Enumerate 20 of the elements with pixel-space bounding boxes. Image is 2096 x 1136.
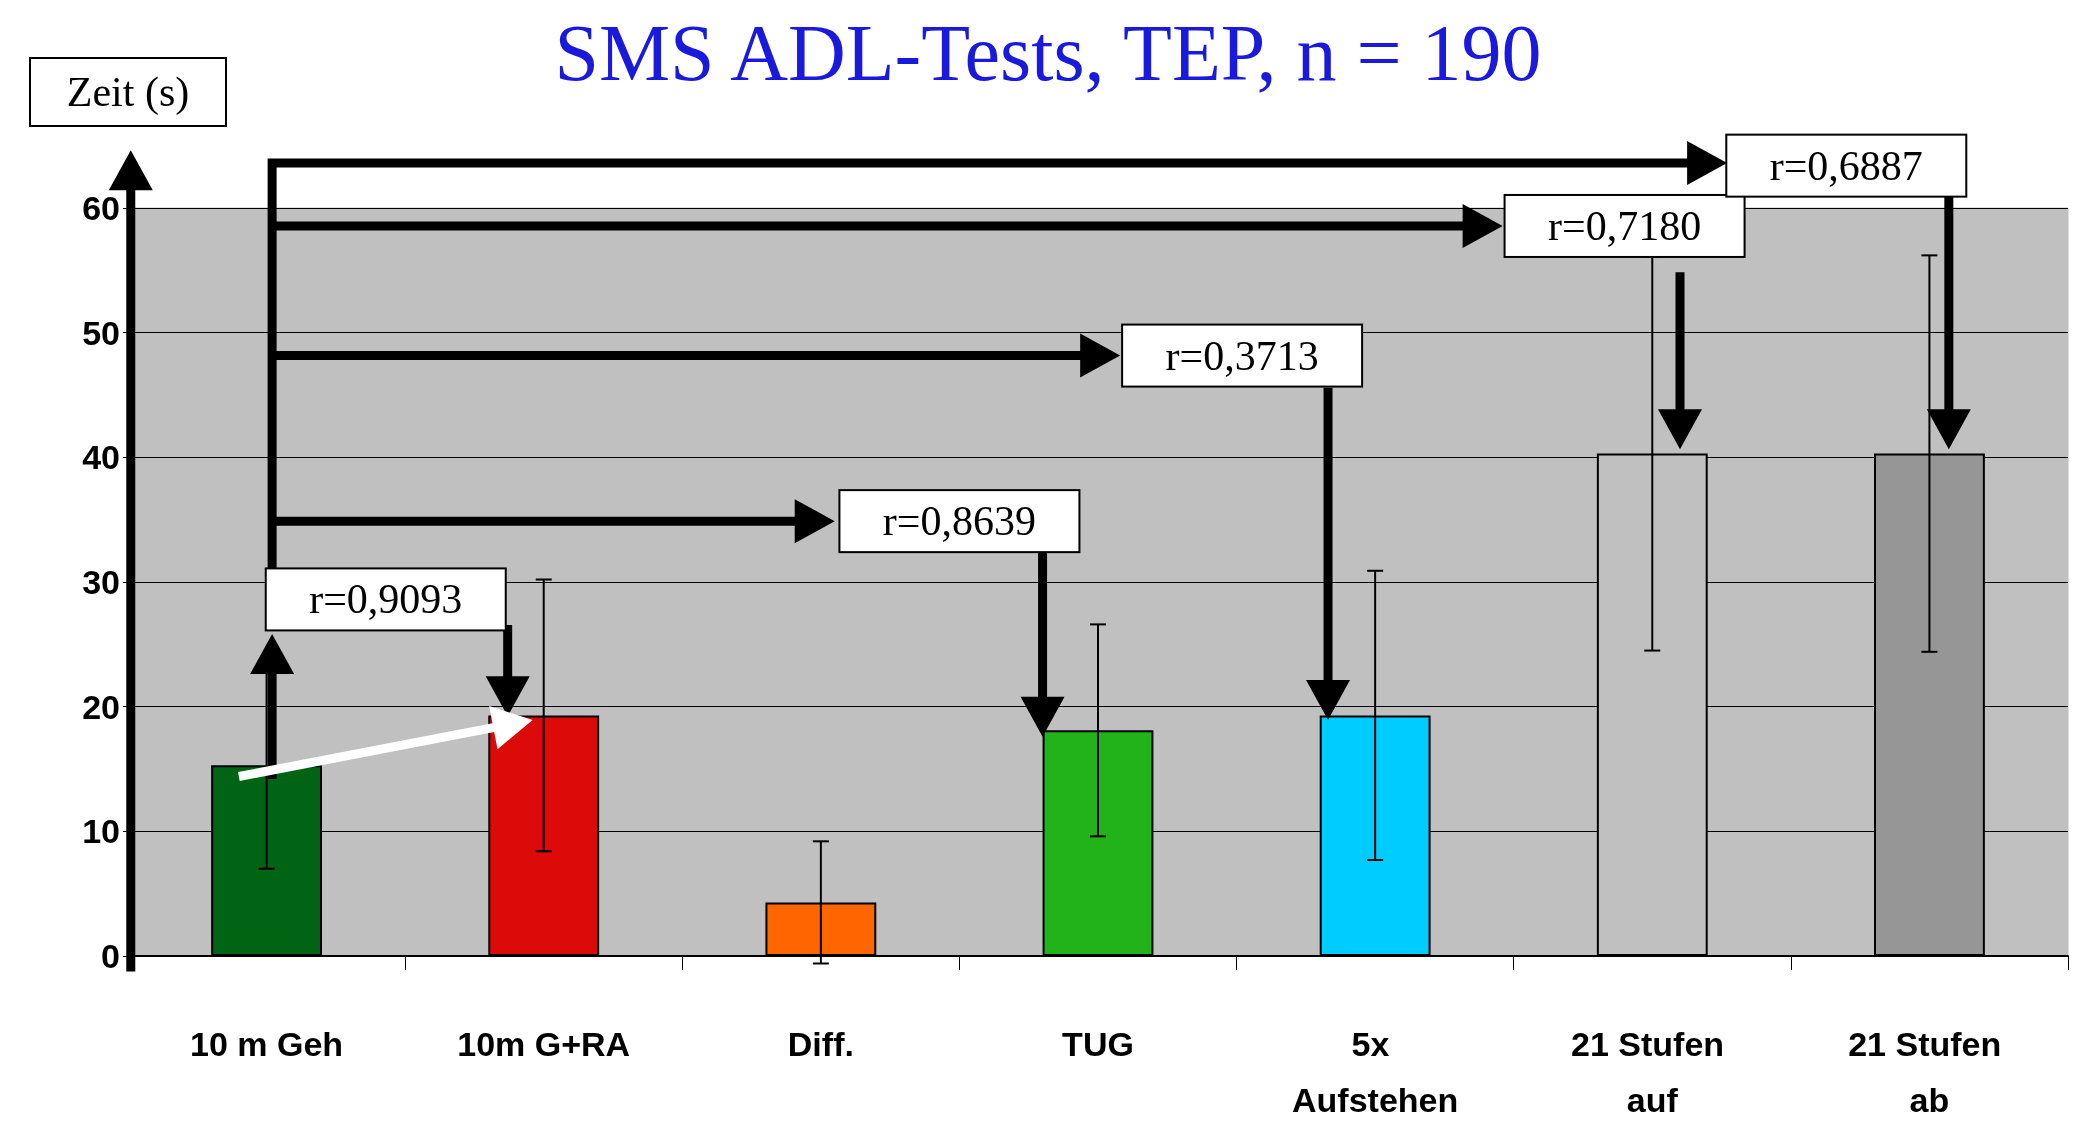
x-tick-label: TUG: [1062, 1025, 1134, 1063]
text: r=0,6887: [1769, 142, 1923, 189]
y-axis-title: Zeit (s): [66, 69, 190, 116]
y-tick-label: 0: [101, 937, 120, 975]
x-tick-label: 21 Stufen ab: [1848, 1025, 2011, 1119]
y-tick-label: 50: [82, 313, 120, 352]
y-tick-label: 20: [82, 687, 120, 726]
y-tick-label: 60: [82, 189, 120, 227]
y-tick-label: 10: [82, 812, 120, 851]
x-tick-label: 5x Aufstehen: [1292, 1025, 1459, 1119]
x-tick-label: Diff.: [787, 1025, 854, 1063]
annotation: r=0,8639: [882, 498, 1037, 545]
annotation: r=0,3713: [1165, 332, 1319, 379]
x-tick-label: 10 m Geh: [190, 1025, 344, 1063]
chart-title: SMS ADL-Tests, TEP, n = 190: [554, 9, 1542, 97]
y-tick-label: 30: [82, 563, 120, 601]
x-tick-label: 10m G+RA: [457, 1025, 631, 1063]
x-tick-label: 21 Stufen auf: [1571, 1025, 1734, 1119]
y-tick-label: 40: [82, 438, 120, 477]
annotation: r=0,7180: [1547, 202, 1702, 249]
